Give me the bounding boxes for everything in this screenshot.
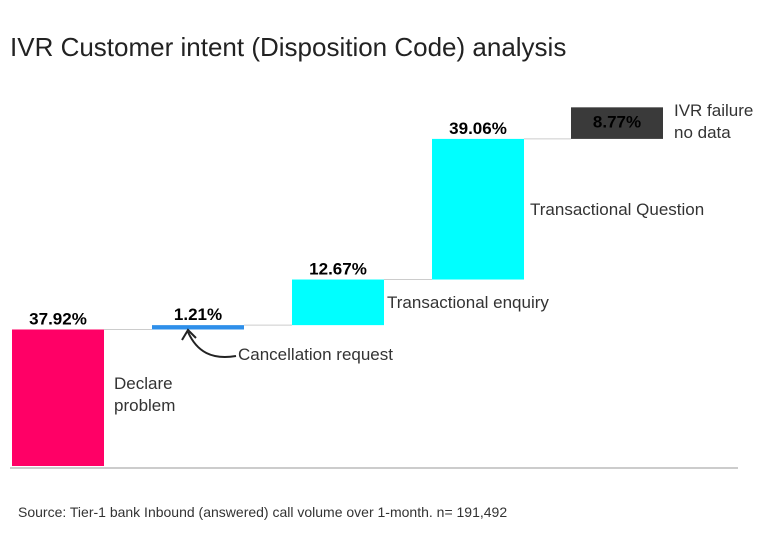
bar-4 bbox=[571, 107, 663, 139]
curved-arrow-icon bbox=[187, 331, 237, 358]
category-label-1-0: Cancellation request bbox=[238, 345, 393, 364]
value-label-2: 12.67% bbox=[309, 260, 367, 279]
category-label-2-0: Transactional enquiry bbox=[387, 293, 549, 312]
value-label-3: 39.06% bbox=[449, 119, 507, 138]
chart-title: IVR Customer intent (Disposition Code) a… bbox=[10, 32, 567, 62]
bar-3 bbox=[432, 138, 524, 280]
waterfall-chart: 37.92% 1.21% 12.67% 39.06% 8.77% Declare prob… bbox=[10, 101, 753, 469]
value-label-1: 1.21% bbox=[174, 305, 222, 324]
category-labels-group: Declare problem Cancellation request Transa… bbox=[114, 101, 753, 415]
bar-2 bbox=[292, 279, 384, 326]
value-label-4: 8.77% bbox=[593, 112, 641, 131]
bars-group bbox=[12, 107, 663, 466]
category-label-4-1: no data bbox=[674, 123, 731, 142]
value-labels-group: 37.92% 1.21% 12.67% 39.06% 8.77% bbox=[29, 112, 641, 328]
source-note: Source: Tier-1 bank Inbound (answered) c… bbox=[18, 504, 508, 520]
bar-1 bbox=[152, 325, 244, 330]
value-label-0: 37.92% bbox=[29, 309, 87, 328]
category-label-3-0: Transactional Question bbox=[530, 200, 704, 219]
arrow-head-icon bbox=[181, 328, 197, 341]
category-label-0-1: problem bbox=[114, 396, 175, 415]
category-label-4-0: IVR failure bbox=[674, 101, 753, 120]
connector-lines bbox=[104, 138, 571, 330]
bar-0 bbox=[12, 329, 104, 466]
category-label-0-0: Declare bbox=[114, 374, 173, 393]
